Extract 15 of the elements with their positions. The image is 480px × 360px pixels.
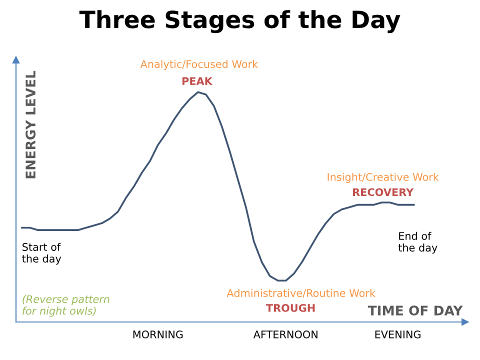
annotation: TROUGH [266,304,315,312]
x-tick-label: AFTERNOON [253,330,318,338]
y-axis-title: ENERGY LEVEL [26,70,36,178]
x-tick-label: EVENING [375,330,420,338]
annotation: Insight/Creative Work [328,172,439,183]
x-tick-label: MORNING [133,330,183,338]
annotation: End of the day [398,232,438,254]
annotation: (Reverse pattern for night owls) [22,295,110,317]
text: PEAK [182,77,213,85]
x-axis-title: TIME OF DAY [368,306,463,316]
annotation: RECOVERY [353,188,414,196]
annotation: Start of the day [22,242,62,265]
chart-title: Three Stages of the Day [79,10,400,34]
text: Analytic/Focused Work [140,60,258,70]
annotation: Administrative/Routine Work [226,288,376,298]
